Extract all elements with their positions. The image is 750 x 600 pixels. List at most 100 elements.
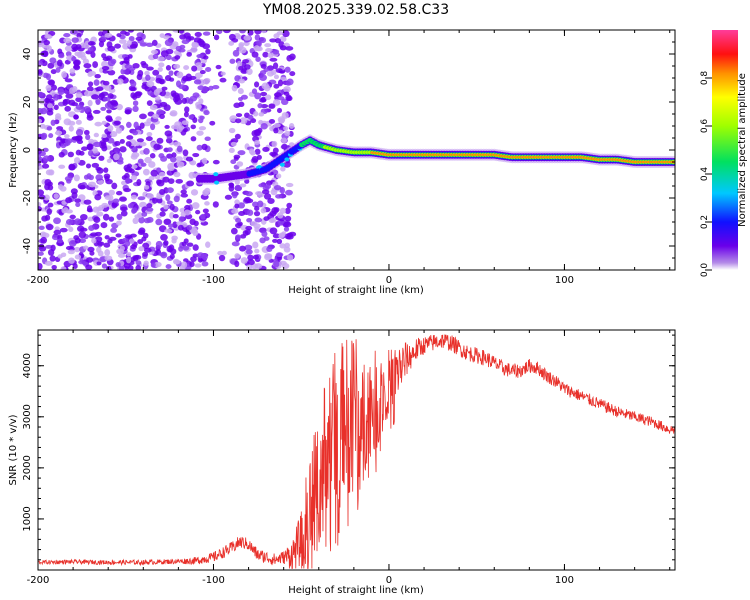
noise-speckle: [98, 204, 105, 211]
noise-speckle: [196, 252, 205, 259]
noise-speckle: [166, 153, 173, 159]
noise-speckle: [123, 164, 131, 172]
noise-speckle: [101, 66, 110, 71]
noise-speckle: [75, 129, 84, 136]
noise-speckle: [198, 126, 207, 131]
noise-speckle: [272, 99, 281, 106]
noise-speckle: [53, 229, 62, 235]
noise-speckle: [73, 157, 81, 164]
snr-axes: -200 -100 0 100 1000 2000 3000 4000: [22, 330, 675, 586]
noise-speckle: [60, 252, 67, 258]
noise-speckle: [166, 200, 173, 205]
noise-speckle: [234, 184, 242, 191]
noise-speckle: [47, 249, 55, 256]
noise-speckle: [170, 90, 177, 97]
noise-speckle: [62, 207, 69, 213]
noise-speckle: [65, 218, 74, 226]
noise-speckle: [269, 38, 277, 43]
noise-speckle: [123, 187, 132, 193]
noise-speckle: [151, 39, 158, 47]
noise-speckle: [258, 119, 264, 125]
noise-speckle: [201, 143, 208, 151]
noise-speckle: [254, 92, 262, 100]
noise-speckle: [232, 191, 238, 199]
noise-speckle: [175, 156, 183, 162]
noise-speckle: [132, 63, 140, 69]
noise-speckle: [146, 100, 153, 107]
noise-speckle: [179, 34, 187, 40]
noise-speckle: [139, 42, 148, 47]
noise-speckle: [38, 225, 45, 231]
noise-speckle: [71, 37, 79, 43]
noise-speckle: [203, 109, 210, 116]
noise-speckle: [92, 61, 99, 68]
noise-speckle: [285, 46, 294, 51]
noise-speckle: [232, 49, 240, 57]
noise-speckle: [143, 168, 150, 176]
noise-speckle: [264, 184, 271, 189]
noise-speckle: [172, 214, 179, 219]
noise-speckle: [86, 173, 92, 180]
noise-speckle: [127, 54, 133, 59]
noise-speckle: [188, 36, 195, 41]
noise-speckle: [159, 211, 166, 217]
noise-speckle: [116, 213, 123, 221]
noise-speckle: [132, 105, 139, 113]
noise-speckle: [105, 55, 113, 61]
noise-speckle: [244, 64, 251, 70]
noise-speckle: [94, 121, 103, 127]
noise-speckle: [176, 71, 184, 79]
noise-speckle: [142, 251, 149, 257]
noise-speckle: [60, 143, 67, 149]
noise-speckle: [171, 41, 179, 48]
noise-speckle: [150, 123, 156, 131]
noise-speckle: [269, 227, 278, 235]
noise-speckle: [286, 95, 293, 101]
noise-speckle: [192, 202, 200, 210]
noise-speckle: [44, 178, 52, 186]
noise-speckle: [283, 86, 291, 93]
noise-speckle: [283, 246, 291, 253]
noise-speckle: [73, 114, 79, 120]
noise-speckle: [180, 189, 187, 195]
noise-speckle: [87, 41, 96, 46]
noise-speckle: [235, 118, 242, 124]
noise-speckle: [253, 111, 259, 117]
noise-speckle: [155, 240, 163, 248]
x-tick-label: -200: [27, 275, 50, 286]
noise-speckle: [87, 47, 94, 52]
noise-speckle: [44, 260, 53, 266]
noise-speckle: [165, 65, 172, 71]
noise-speckle: [164, 130, 173, 137]
noise-speckle: [189, 95, 198, 102]
noise-speckle: [153, 143, 161, 151]
noise-speckle: [85, 50, 93, 55]
x-tick-label: -100: [202, 575, 225, 586]
noise-speckle: [228, 185, 235, 192]
noise-speckle: [183, 238, 189, 244]
noise-speckle: [85, 264, 93, 270]
noise-speckle: [135, 260, 142, 266]
noise-speckle: [158, 62, 165, 68]
noise-speckle: [167, 147, 173, 153]
noise-speckle: [237, 88, 244, 95]
noise-speckle: [138, 216, 145, 224]
noise-speckle: [104, 84, 112, 91]
noise-speckle: [46, 126, 53, 131]
noise-speckle: [120, 30, 127, 35]
noise-speckle: [213, 34, 220, 41]
noise-speckle: [196, 130, 204, 136]
noise-speckle: [286, 254, 294, 261]
noise-speckle: [176, 125, 183, 133]
noise-speckle: [242, 59, 250, 64]
noise-speckle: [158, 171, 166, 177]
noise-speckle: [131, 207, 138, 213]
noise-speckle: [168, 77, 175, 82]
noise-speckle: [245, 225, 253, 231]
noise-speckle: [277, 96, 285, 101]
noise-speckle: [165, 194, 171, 202]
noise-speckle: [74, 218, 81, 225]
noise-speckle: [76, 32, 82, 38]
noise-speckle: [130, 80, 137, 88]
noise-speckle: [75, 92, 83, 98]
